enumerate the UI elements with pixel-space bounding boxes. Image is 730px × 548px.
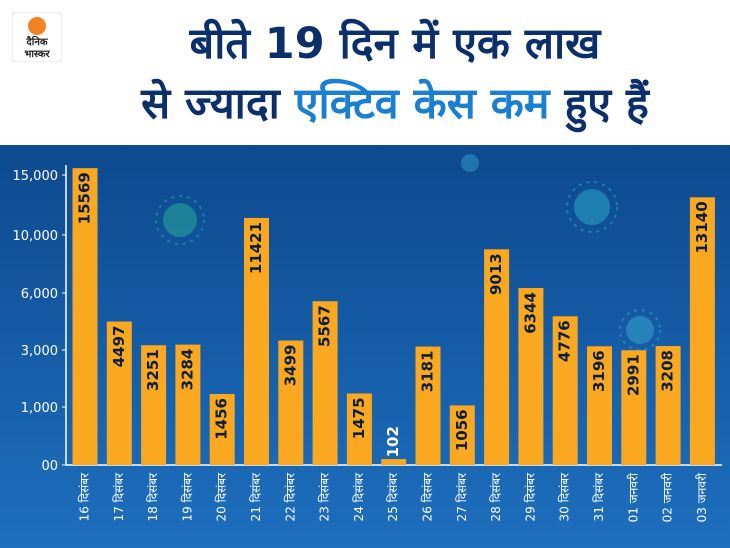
x-tick-label: 19 दिसंबर <box>180 472 194 522</box>
x-tick-label: 26 दिसंबर <box>421 472 435 522</box>
bar <box>689 197 715 465</box>
x-tick-label: 23 दिसंबर <box>318 472 332 522</box>
bar-value-label: 3181 <box>419 351 437 393</box>
bar-value-label: 9013 <box>487 253 505 295</box>
bars <box>72 168 715 465</box>
x-tick-label: 29 दिसंबर <box>523 472 537 522</box>
virus-decoration-2-icon <box>566 181 618 233</box>
x-tick-label: 31 दिसंबर <box>592 472 606 522</box>
bar-value-label: 6344 <box>521 292 539 334</box>
bar-value-label: 2991 <box>624 354 642 396</box>
bar-value-label: 4776 <box>556 320 574 362</box>
bar <box>278 340 304 465</box>
bar <box>209 394 235 465</box>
bar <box>141 345 167 465</box>
bar-value-label: 1475 <box>350 397 368 439</box>
x-tick-label: 27 दिसंबर <box>455 472 469 522</box>
bar <box>312 301 338 465</box>
bar-value-label: 13140 <box>693 201 711 253</box>
x-tick-label: 18 दिसंबर <box>146 472 160 522</box>
y-tick-label: 10,000 <box>13 229 59 244</box>
bar <box>106 321 132 465</box>
bar-value-label: 3284 <box>178 349 196 391</box>
bar-value-label: 1056 <box>453 409 471 451</box>
bar <box>346 393 372 465</box>
logo-text-2: भास्कर <box>24 49 50 60</box>
bar-value-label: 4497 <box>110 326 128 368</box>
bar <box>518 288 544 465</box>
bar-value-label: 5567 <box>316 305 334 347</box>
virus-decoration-1-icon <box>155 195 205 245</box>
logo-text-1: दैनिक <box>25 35 48 48</box>
x-tick-label: 02 जनवरी <box>661 472 675 522</box>
bar <box>415 346 441 465</box>
y-tick-label: 00 <box>41 459 58 474</box>
bar <box>655 346 681 465</box>
x-tick-label: 17 दिसंबर <box>112 472 126 522</box>
bar-value-label: 15569 <box>76 172 94 224</box>
bar-chart: 00 1,000 3,000 6,000 10,000 15,000 15569 4497 3… <box>0 145 730 548</box>
bar-value-label: 1456 <box>213 398 231 440</box>
bar <box>175 344 201 465</box>
x-tick-label: 20 दिसंबर <box>215 472 229 522</box>
headline-part-c: हुए हैं <box>564 79 649 129</box>
bar-value-label: 102 <box>384 426 402 457</box>
x-tick-label: 30 दिसंबर <box>558 472 572 522</box>
y-tick-label: 15,000 <box>13 169 59 184</box>
bar <box>484 249 510 465</box>
y-tick-label: 3,000 <box>21 344 58 359</box>
bar-value-label: 3499 <box>281 345 299 387</box>
bar <box>244 217 269 465</box>
logo-background <box>12 12 62 62</box>
bar-value-label: 11421 <box>247 222 265 274</box>
bar-value-label: 3251 <box>144 349 162 391</box>
bar <box>381 459 407 465</box>
y-tick-label: 6,000 <box>21 287 58 302</box>
bar-value-label: 3196 <box>590 350 608 392</box>
x-tick-label: 25 दिसंबर <box>386 472 400 522</box>
bar <box>552 316 578 465</box>
headline-line-2: से ज्यादा एक्टिव केस कम हुए हैं <box>70 78 720 130</box>
bar <box>72 168 98 465</box>
x-tick-label: 22 दिसंबर <box>283 472 297 522</box>
dainik-bhaskar-logo: दैनिक भास्कर <box>12 12 62 62</box>
x-tick-label: 24 दिसंबर <box>352 472 366 522</box>
header: दैनिक भास्कर बीते 19 दिन में एक लाख से ज… <box>0 0 730 145</box>
headline-part-a: से ज्यादा <box>141 79 280 129</box>
x-tick-label: 21 दिसंबर <box>249 472 263 522</box>
headline-line-1: बीते 19 दिन में एक लाख <box>189 19 601 69</box>
virus-decoration-3-icon <box>619 309 661 351</box>
headline-highlight: एक्टिव केस कम <box>294 79 550 129</box>
virus-decoration-4-icon <box>461 154 479 172</box>
x-axis-labels: 16 दिसंबर 17 दिसंबर 18 दिसंबर 19 दिसंबर 20 द… <box>78 472 709 522</box>
x-tick-label: 16 दिसंबर <box>78 472 92 522</box>
bar <box>449 405 475 465</box>
bar <box>587 346 612 465</box>
logo-sun-icon <box>28 17 46 35</box>
x-tick-label: 28 दिसंबर <box>489 472 503 522</box>
bar-value-label: 3208 <box>659 350 677 392</box>
bar <box>621 350 647 465</box>
x-tick-label: 03 जनवरी <box>695 472 709 522</box>
x-tick-label: 01 जनवरी <box>626 472 640 522</box>
value-labels: 15569 4497 3251 3284 1456 11421 3499 5567 1475 10… <box>76 172 711 457</box>
y-tick-label: 1,000 <box>21 401 58 416</box>
